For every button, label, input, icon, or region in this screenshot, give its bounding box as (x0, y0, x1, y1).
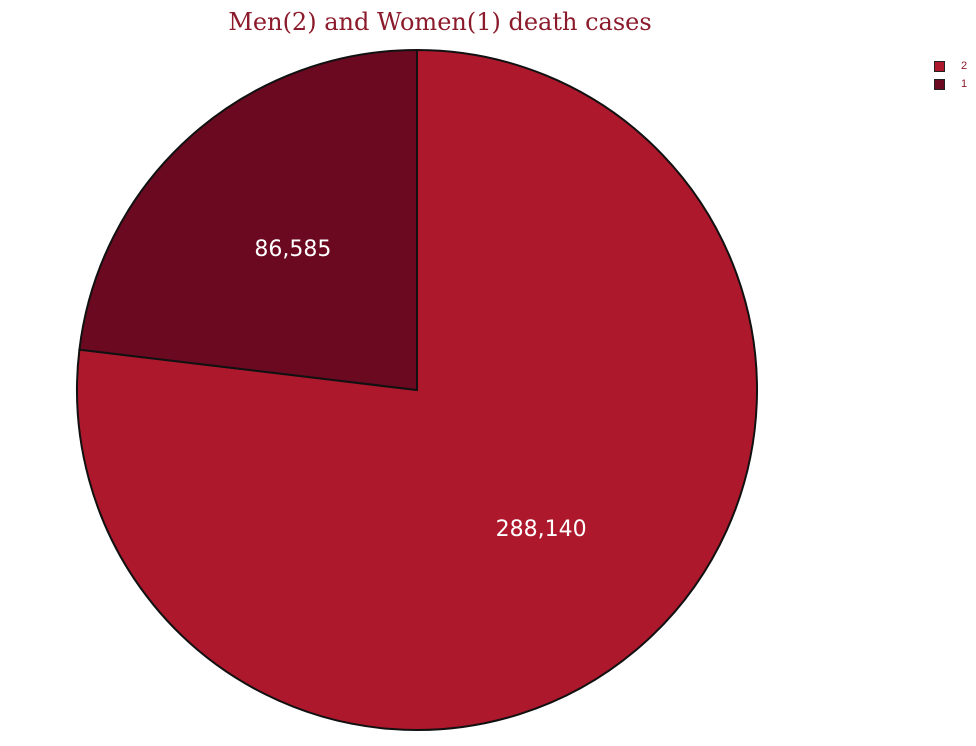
pie-label-1: 86,585 (254, 237, 331, 262)
legend-label-2: 2 (961, 60, 968, 72)
legend-label-1: 1 (961, 78, 968, 90)
legend-swatch-2 (934, 60, 945, 72)
pie-label-2: 288,140 (496, 517, 587, 542)
legend-item-2[interactable]: 2 (934, 59, 967, 73)
legend-swatch-1 (934, 78, 945, 90)
chart-title: Men(2) and Women(1) death cases (228, 8, 652, 36)
legend-item-1[interactable]: 1 (934, 77, 967, 91)
pie-slice-1[interactable] (78, 48, 418, 392)
legend: 2 1 (934, 59, 967, 95)
